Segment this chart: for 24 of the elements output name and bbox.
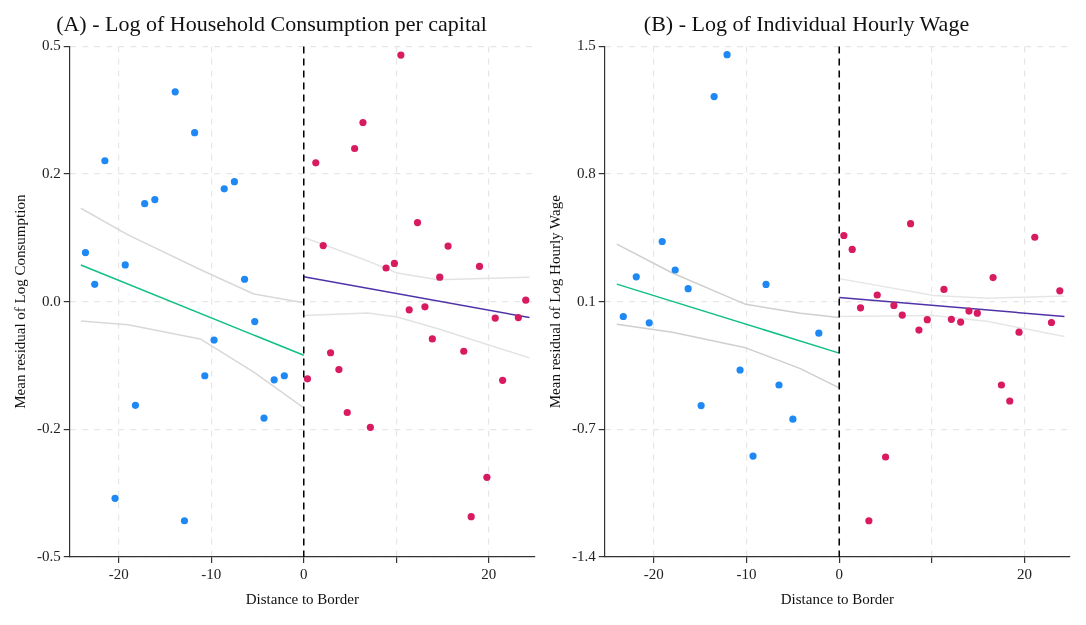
x-tick-label: 0 (835, 565, 843, 582)
y-tick-label: -0.7 (572, 420, 597, 437)
y-tick-label: 0.5 (42, 37, 61, 54)
x-axis-title: Distance to Border (245, 590, 360, 607)
x-tick-label: 0 (300, 565, 308, 582)
x-tick-label: -20 (108, 565, 129, 582)
x-tick-label: 20 (1017, 565, 1033, 582)
x-tick-label: -10 (736, 565, 757, 582)
y-tick-label: -0.2 (37, 420, 61, 437)
y-axis-title: Mean residual of Log Hourly Wage (546, 194, 563, 409)
y-tick-label: -0.5 (37, 547, 61, 564)
y-tick-label: 0.8 (577, 164, 596, 181)
y-tick-label: 0.1 (577, 292, 596, 309)
x-tick-label: -20 (643, 565, 664, 582)
y-tick-label: 0.2 (42, 164, 61, 181)
y-axis-title: Mean residual of Log Consumption (11, 194, 28, 409)
x-axis-title: Distance to Border (780, 590, 895, 607)
x-tick-label: 20 (481, 565, 497, 582)
x-tick-label: -10 (201, 565, 222, 582)
y-tick-label: 0.0 (42, 292, 61, 309)
y-tick-label: 1.5 (577, 37, 596, 54)
chart-title: (B) - Log of Individual Hourly Wage (643, 10, 970, 36)
y-tick-label: -1.4 (572, 547, 597, 564)
chart-title: (A) - Log of Household Consumption per capital (56, 10, 487, 36)
